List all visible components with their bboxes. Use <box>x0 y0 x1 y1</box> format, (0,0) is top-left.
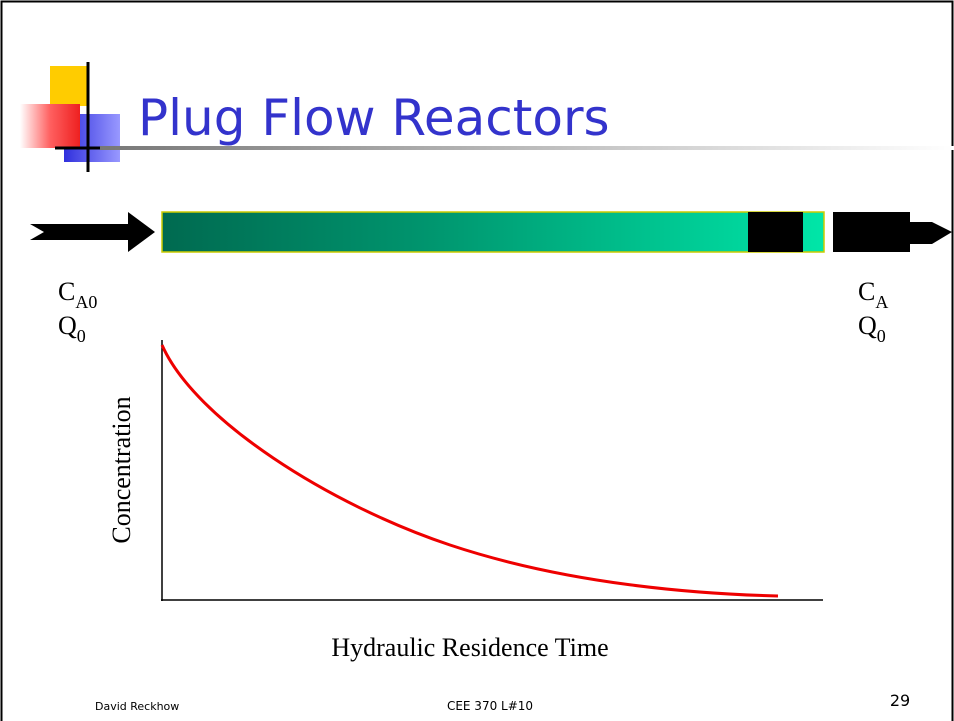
decay-curve <box>162 345 778 596</box>
footer-author: David Reckhow <box>95 700 179 713</box>
label: Q <box>858 311 877 340</box>
page: Plug Flow Reactors CA0 Q0 CA Q0 Concentr… <box>0 0 954 721</box>
inlet-c: CA0 <box>58 277 97 312</box>
label: C <box>58 277 75 306</box>
label: Q <box>58 311 77 340</box>
outlet-arrow <box>833 212 952 252</box>
inlet-arrow <box>30 212 155 252</box>
x-axis-label: Hydraulic Residence Time <box>331 633 608 662</box>
label: C <box>858 277 875 306</box>
logo-red <box>20 104 80 148</box>
subscript: A <box>875 292 888 312</box>
title: Plug Flow Reactors <box>138 89 610 147</box>
outlet-q: Q0 <box>858 311 886 346</box>
block <box>748 212 803 252</box>
subscript: 0 <box>877 326 886 346</box>
reactor-tube <box>162 212 824 252</box>
logo-yellow <box>50 66 88 106</box>
page-number: 29 <box>890 691 910 710</box>
subscript: A0 <box>75 292 97 312</box>
slide: Plug Flow Reactors CA0 Q0 CA Q0 Concentr… <box>0 0 954 721</box>
y-axis-label: Concentration <box>107 396 136 543</box>
footer-course: CEE 370 L#10 <box>447 699 533 713</box>
outlet-c: CA <box>858 277 888 312</box>
subscript: 0 <box>77 326 86 346</box>
inlet-q: Q0 <box>58 311 86 346</box>
